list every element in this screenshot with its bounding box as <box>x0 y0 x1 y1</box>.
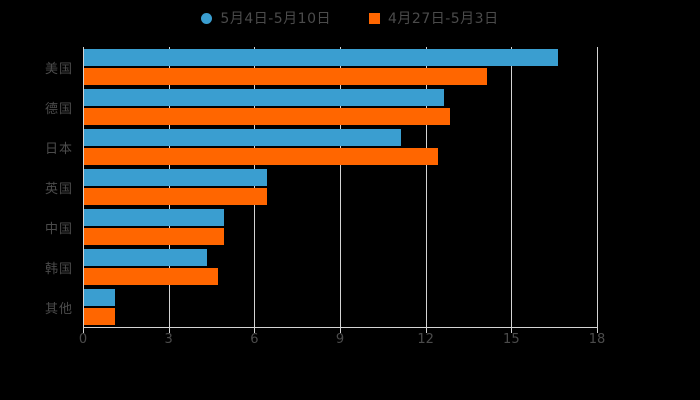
gridline <box>168 47 170 327</box>
legend-item-label: 5月4日-5月10日 <box>220 11 331 27</box>
x-axis-tick-label: 3 <box>164 332 173 347</box>
chart-legend: 5月4日-5月10日 4月27日-5月3日 <box>0 8 700 28</box>
bar[interactable] <box>84 209 224 226</box>
bar[interactable] <box>84 49 559 66</box>
bar[interactable] <box>84 68 487 85</box>
gridline <box>425 47 427 327</box>
legend-item[interactable]: 5月4日-5月10日 <box>201 8 331 28</box>
bar[interactable] <box>84 129 401 146</box>
x-axis-tick-label: 9 <box>335 332 345 347</box>
bar[interactable] <box>84 249 207 266</box>
gridline <box>83 47 84 327</box>
x-axis-tick-mark <box>425 327 427 333</box>
bar[interactable] <box>84 228 224 245</box>
gridline <box>340 47 341 327</box>
y-axis-tick-label: 中国 <box>44 222 73 237</box>
bar[interactable] <box>84 148 439 165</box>
plot-area <box>83 47 598 327</box>
legend-item-label: 4月27日-5月3日 <box>388 11 499 27</box>
y-axis-tick-label: 德国 <box>44 102 73 117</box>
x-axis-tick-label: 6 <box>250 332 259 347</box>
legend-square-icon <box>369 12 380 24</box>
bar[interactable] <box>84 289 116 306</box>
x-axis-tick-mark <box>340 327 341 333</box>
y-axis-tick-label: 韩国 <box>44 262 73 277</box>
x-axis-tick-mark <box>168 327 170 333</box>
gridline <box>597 47 598 327</box>
y-axis-tick-label: 其他 <box>44 302 73 317</box>
bar[interactable] <box>84 169 267 186</box>
bar[interactable] <box>84 108 450 125</box>
x-axis-tick-mark <box>511 327 513 333</box>
legend-item[interactable]: 4月27日-5月3日 <box>369 8 499 28</box>
y-axis-tick-label: 英国 <box>44 182 73 197</box>
y-axis-tick-label: 日本 <box>44 142 73 157</box>
x-axis-tick-label: 18 <box>588 332 606 347</box>
x-axis-tick-label: 0 <box>78 332 88 347</box>
gridline <box>254 47 256 327</box>
bar[interactable] <box>84 268 219 285</box>
x-axis-tick-label: 15 <box>503 332 520 347</box>
x-axis-tick-mark <box>597 327 598 333</box>
bar[interactable] <box>84 89 444 106</box>
bar[interactable] <box>84 188 267 205</box>
y-axis-tick-label: 美国 <box>44 62 73 77</box>
x-axis-tick-label: 12 <box>417 332 434 347</box>
gridline <box>511 47 513 327</box>
legend-circle-icon <box>201 12 213 24</box>
bar[interactable] <box>84 308 116 325</box>
y-axis-labels: 美国德国日本英国中国韩国其他 <box>0 47 73 327</box>
x-axis-tick-mark <box>254 327 256 333</box>
x-axis-labels: 0 3 6 9 12 15 18 <box>0 332 700 354</box>
x-axis-tick-mark <box>83 327 84 333</box>
